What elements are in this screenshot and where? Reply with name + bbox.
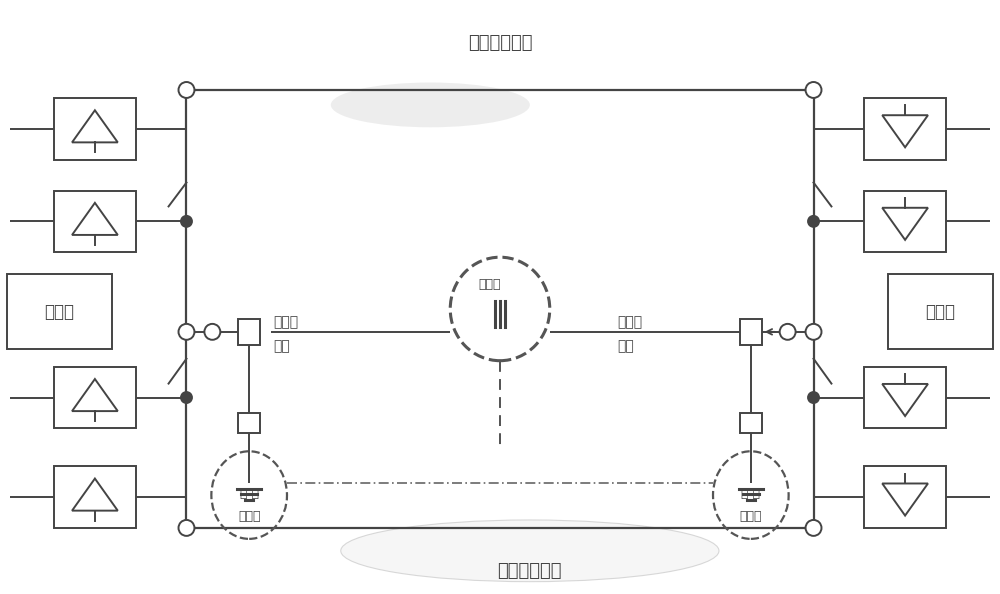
Circle shape [179, 520, 194, 536]
Bar [864, 191, 946, 252]
Circle shape [204, 324, 220, 340]
Circle shape [806, 520, 821, 536]
Bar [7, 274, 112, 349]
Bar [54, 366, 136, 428]
Bar [238, 413, 260, 434]
Text: 直流架空线路: 直流架空线路 [468, 34, 532, 52]
Text: 逆变站: 逆变站 [925, 303, 955, 321]
Circle shape [806, 82, 821, 98]
Text: 接地网: 接地网 [238, 510, 260, 523]
Text: 接地极: 接地极 [479, 277, 501, 290]
Bar [740, 413, 762, 434]
Text: 整流站: 整流站 [44, 303, 74, 321]
Circle shape [780, 324, 796, 340]
Text: 接地极: 接地极 [273, 315, 298, 329]
Bar [54, 466, 136, 528]
Text: 站 内: 站 内 [741, 486, 760, 500]
Bar [740, 319, 762, 345]
Bar [54, 98, 136, 160]
Circle shape [179, 82, 194, 98]
Circle shape [808, 392, 819, 403]
Bar [864, 466, 946, 528]
Text: 引线: 引线 [617, 339, 634, 353]
Text: 引线: 引线 [273, 339, 290, 353]
Bar [864, 366, 946, 428]
Ellipse shape [331, 83, 530, 127]
Bar [54, 191, 136, 252]
Bar [864, 98, 946, 160]
Text: 接地极: 接地极 [617, 315, 643, 329]
Circle shape [806, 324, 821, 340]
Circle shape [179, 324, 194, 340]
Circle shape [181, 392, 192, 403]
Text: 直流架空线路: 直流架空线路 [498, 562, 562, 580]
Text: 站 内: 站 内 [240, 486, 259, 500]
Text: 接地网: 接地网 [740, 510, 762, 523]
Circle shape [181, 216, 192, 227]
Bar [888, 274, 993, 349]
Circle shape [808, 216, 819, 227]
Ellipse shape [341, 520, 719, 582]
Bar [238, 319, 260, 345]
